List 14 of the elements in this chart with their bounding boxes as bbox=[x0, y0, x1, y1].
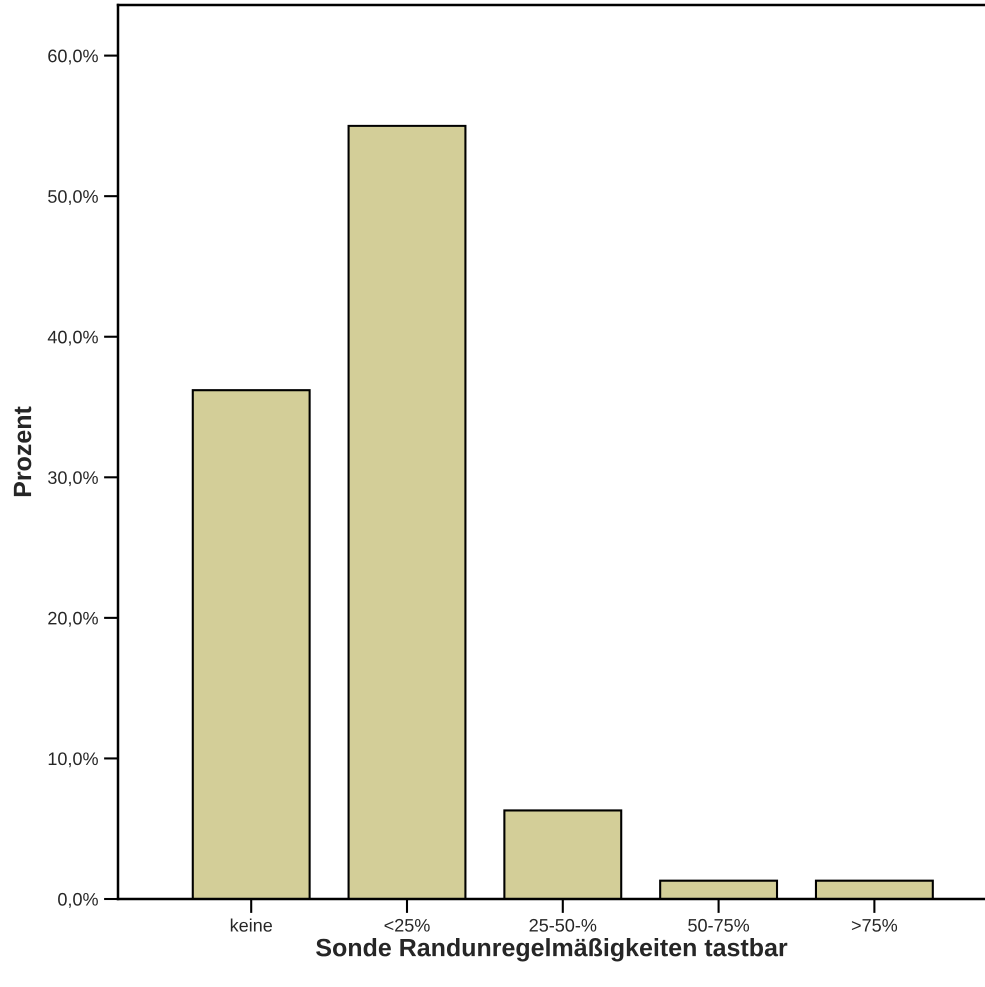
x-tick-label: <25% bbox=[384, 918, 430, 932]
y-tick-label: 30,0% bbox=[48, 471, 98, 486]
y-tick-label: 0,0% bbox=[58, 892, 98, 908]
x-tick-label: 25-50-% bbox=[530, 918, 596, 932]
y-tick-label: 20,0% bbox=[48, 612, 98, 627]
y-tick-label: 50,0% bbox=[48, 190, 98, 206]
y-tick-label: 40,0% bbox=[48, 330, 98, 346]
x-tick-label: 50-75% bbox=[688, 918, 750, 932]
x-tick-label: >75% bbox=[852, 919, 898, 932]
y-tick-label: 60,0% bbox=[48, 50, 98, 64]
x-tick-label: keine bbox=[230, 918, 272, 932]
y-tick-label: 10,0% bbox=[48, 752, 98, 768]
y-axis-title: Prozent bbox=[14, 406, 32, 496]
x-axis-title: Sonde Randunregelmäßigkeiten tastbar bbox=[316, 938, 788, 962]
